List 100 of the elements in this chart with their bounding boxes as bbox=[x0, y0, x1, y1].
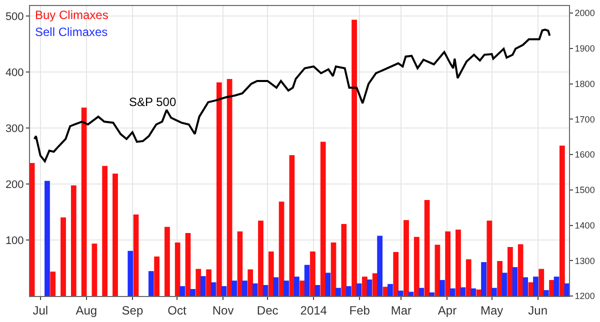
bar bbox=[320, 142, 326, 296]
bar bbox=[564, 283, 569, 296]
y-tick-label: 300 bbox=[5, 122, 24, 135]
bar bbox=[258, 220, 264, 296]
x-tick-label: Oct bbox=[168, 303, 187, 318]
x-tick-label: 2014 bbox=[300, 303, 328, 318]
bar bbox=[456, 230, 461, 296]
bar bbox=[336, 288, 341, 296]
bar bbox=[486, 220, 492, 296]
bar bbox=[491, 288, 497, 296]
bar bbox=[185, 233, 191, 296]
bar bbox=[92, 244, 98, 296]
bar bbox=[242, 280, 248, 296]
bar bbox=[210, 282, 216, 296]
bar bbox=[460, 287, 466, 296]
bar bbox=[341, 224, 347, 296]
series-label: S&P 500 bbox=[129, 95, 176, 109]
y-tick-label: 100 bbox=[5, 234, 24, 247]
y-tick-label: 400 bbox=[5, 66, 24, 79]
bar bbox=[388, 284, 393, 296]
bar bbox=[154, 256, 160, 296]
bar bbox=[190, 288, 196, 296]
bar bbox=[164, 226, 170, 296]
bar bbox=[273, 277, 279, 296]
x-tick-label: Jul bbox=[32, 303, 48, 318]
x-tick-label: Sep bbox=[122, 303, 144, 318]
bar bbox=[278, 202, 284, 296]
bar bbox=[522, 277, 528, 296]
bar bbox=[554, 276, 560, 296]
bar bbox=[221, 286, 227, 296]
x-tick-label: Aug bbox=[76, 303, 98, 318]
bar bbox=[289, 155, 295, 296]
bar bbox=[252, 283, 258, 296]
bar bbox=[44, 180, 50, 296]
bar bbox=[262, 285, 268, 296]
x-tick-label: Mar bbox=[390, 303, 412, 318]
y2-tick-label: 1600 bbox=[574, 150, 595, 160]
bar bbox=[470, 288, 476, 296]
x-tick-label: Jun bbox=[528, 303, 548, 318]
bar bbox=[50, 272, 56, 296]
y2-tick-label: 1200 bbox=[574, 291, 595, 302]
bar bbox=[445, 231, 451, 296]
y-tick-label: 200 bbox=[5, 178, 24, 191]
bar bbox=[366, 279, 372, 296]
bar bbox=[226, 79, 232, 296]
bar bbox=[314, 285, 320, 296]
bar bbox=[60, 217, 66, 296]
bar bbox=[538, 268, 544, 296]
bar bbox=[216, 82, 222, 296]
bar bbox=[533, 276, 538, 296]
bar bbox=[508, 246, 513, 296]
bar bbox=[414, 236, 420, 296]
bar bbox=[196, 268, 202, 296]
bar bbox=[206, 269, 212, 296]
bar bbox=[268, 251, 274, 296]
bar bbox=[81, 108, 87, 296]
y2-tick-label: 1400 bbox=[574, 220, 595, 230]
y2-tick-label: 1700 bbox=[574, 114, 595, 124]
bar bbox=[284, 280, 289, 296]
bar bbox=[330, 242, 336, 296]
y2-tick-label: 1500 bbox=[574, 185, 595, 196]
bar bbox=[232, 280, 237, 296]
y2-tick-label: 2000 bbox=[574, 8, 595, 18]
bar bbox=[180, 286, 186, 296]
bar bbox=[174, 242, 180, 296]
text: Buy Climaxes bbox=[35, 8, 108, 22]
bar bbox=[429, 292, 434, 296]
bar bbox=[356, 283, 362, 296]
bar bbox=[512, 267, 518, 296]
bar bbox=[102, 166, 108, 296]
bar bbox=[418, 288, 424, 296]
bar bbox=[112, 174, 118, 296]
bar bbox=[30, 163, 35, 296]
bar bbox=[248, 269, 254, 296]
bar bbox=[294, 276, 300, 296]
bar bbox=[424, 200, 430, 296]
bar bbox=[300, 280, 305, 296]
y2-tick-label: 1900 bbox=[574, 44, 595, 54]
x-tick-label: Apr bbox=[438, 303, 457, 318]
x-tick-label: Feb bbox=[349, 303, 370, 318]
x-tick-label: Dec bbox=[256, 303, 278, 318]
bar bbox=[70, 185, 76, 296]
bar bbox=[346, 286, 352, 296]
bar bbox=[549, 280, 554, 296]
bar bbox=[408, 292, 414, 296]
bar bbox=[543, 290, 549, 296]
bar bbox=[450, 288, 456, 296]
bar bbox=[440, 280, 445, 296]
bar bbox=[310, 251, 316, 296]
text: Sell Climaxes bbox=[35, 25, 108, 39]
bar bbox=[434, 244, 440, 296]
y2-tick-label: 1300 bbox=[574, 256, 595, 266]
bar bbox=[497, 260, 502, 296]
bar bbox=[352, 20, 357, 296]
bar bbox=[393, 252, 399, 296]
bar bbox=[237, 231, 243, 296]
x-tick-label: Nov bbox=[212, 303, 234, 318]
bar bbox=[148, 271, 154, 296]
line-series bbox=[33, 28, 551, 162]
bar bbox=[133, 214, 139, 296]
